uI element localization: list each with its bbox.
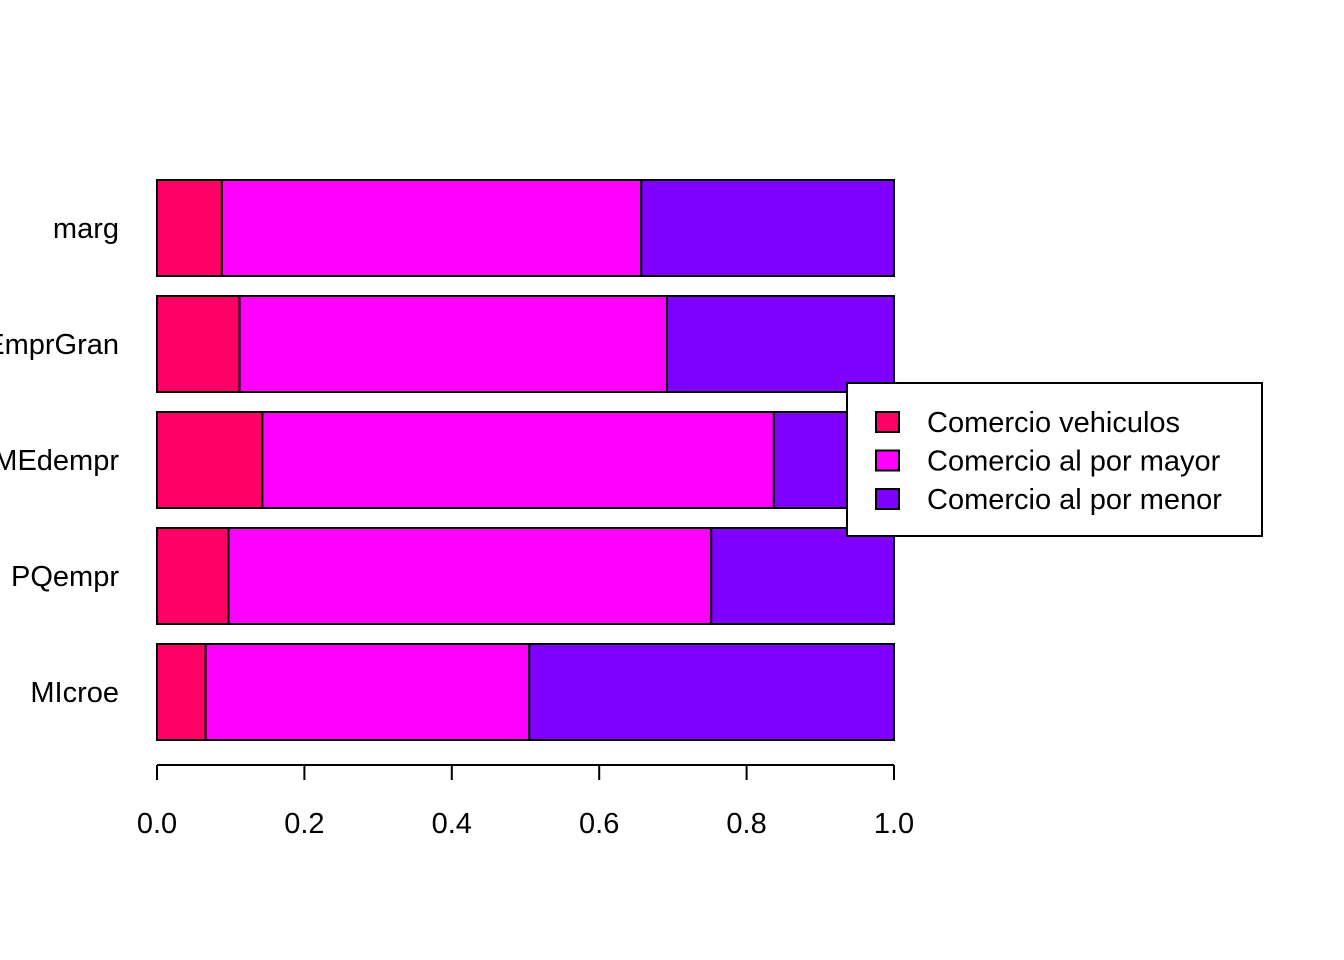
legend-label: Comercio al por mayor (927, 446, 1221, 478)
legend-label: Comercio vehiculos (927, 407, 1180, 439)
legend-box (846, 382, 1263, 537)
bar-segment-marg-2 (640, 179, 895, 277)
bar-segment-marg-0 (156, 179, 223, 277)
x-axis: 0.0 0.2 0.4 0.6 0.8 1.0 (137, 764, 914, 840)
category-label: marg (53, 213, 119, 245)
legend-label: Comercio al por menor (927, 484, 1222, 516)
bar-segment-MIcroe-2 (528, 643, 895, 741)
category-labels: marg EmprGran MEdempr PQempr MIcroe (0, 213, 119, 709)
legend-swatch (875, 449, 900, 472)
x-tick-label: 0.8 (726, 808, 766, 840)
bar-segment-PQempr-1 (227, 527, 713, 625)
bar-segment-EmprGran-2 (666, 295, 896, 393)
bars-layer (156, 179, 896, 741)
bar-segment-EmprGran-0 (156, 295, 241, 393)
bar-segment-MEdempr-0 (156, 411, 264, 509)
bar-segment-PQempr-2 (710, 527, 895, 625)
legend: Comercio vehiculos Comercio al por mayor C… (846, 382, 1263, 537)
category-label: MIcroe (30, 677, 119, 709)
category-label: PQempr (11, 561, 119, 593)
x-tick-label: 1.0 (874, 808, 914, 840)
bar-segment-PQempr-0 (156, 527, 230, 625)
x-tick-label: 0.2 (284, 808, 324, 840)
bar-segment-MIcroe-1 (204, 643, 531, 741)
bar-segment-EmprGran-1 (238, 295, 669, 393)
category-label: MEdempr (0, 445, 119, 477)
legend-swatch (875, 488, 900, 510)
bar-segment-marg-1 (220, 179, 643, 277)
legend-swatch (875, 411, 900, 433)
x-tick-label: 0.6 (579, 808, 619, 840)
x-tick-label: 0.0 (137, 808, 177, 840)
category-label: EmprGran (0, 329, 119, 361)
bar-segment-MEdempr-1 (261, 411, 775, 509)
x-tick-label: 0.4 (432, 808, 472, 840)
bar-segment-MIcroe-0 (156, 643, 207, 741)
